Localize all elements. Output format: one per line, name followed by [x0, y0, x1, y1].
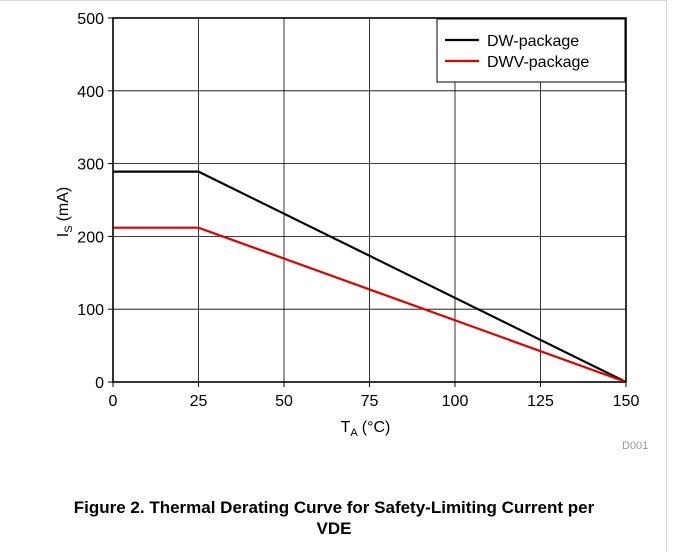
frame-top-rule — [0, 0, 666, 1]
x-tick-label: 75 — [361, 393, 379, 410]
x-tick-label: 25 — [190, 393, 208, 410]
legend: DW-package DWV-package — [436, 18, 626, 83]
legend-box — [436, 18, 626, 83]
x-tick-label: 0 — [109, 393, 118, 410]
y-tick-label: 300 — [77, 157, 104, 174]
series-line — [113, 170, 627, 383]
y-tick-label: 400 — [77, 84, 104, 101]
x-tick-label: 125 — [527, 393, 554, 410]
legend-label: DW-package — [487, 33, 579, 50]
x-axis-label: TA (°C) — [341, 419, 391, 439]
y-tick-label: 200 — [77, 229, 104, 246]
y-tick-label: 100 — [77, 302, 104, 319]
x-tick-label: 150 — [613, 393, 640, 410]
y-tick-labels: 0 100 200 300 400 500 — [77, 11, 113, 392]
y-tick-label: 500 — [77, 11, 104, 28]
x-tick-label: 100 — [442, 393, 469, 410]
y-tick-label: 0 — [95, 375, 104, 392]
figure-id-label: D001 — [622, 440, 648, 452]
figure-caption: Figure 2. Thermal Derating Curve for Saf… — [73, 498, 595, 538]
series-layer — [113, 170, 627, 384]
series-line — [113, 226, 627, 384]
frame-right-rule — [666, 0, 667, 552]
x-tick-label: 50 — [275, 393, 293, 410]
y-axis-label: IS(mA) — [55, 187, 75, 237]
legend-label: DWV-package — [487, 54, 589, 71]
x-tick-labels: 0 25 50 75 100 125 150 — [109, 382, 640, 410]
